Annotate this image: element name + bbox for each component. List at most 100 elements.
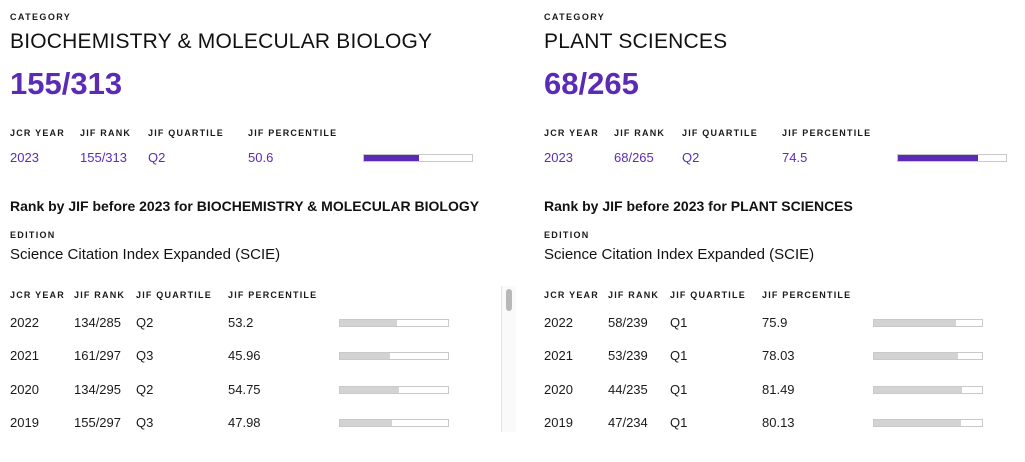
row-percentile-bar-fill (874, 420, 961, 426)
category-label: CATEGORY (10, 12, 72, 22)
current-percentile-bar (897, 154, 1007, 162)
edition-name: Science Citation Index Expanded (SCIE) (10, 246, 281, 263)
row-percentile-bar (873, 386, 983, 394)
header-jif-percentile: JIF PERCENTILE (248, 128, 338, 138)
row-percentile-bar-fill (340, 353, 390, 359)
category-panel-biochemistry: CATEGORY BIOCHEMISTRY & MOLECULAR BIOLOG… (10, 0, 500, 462)
current-quartile: Q2 (682, 150, 700, 165)
table-row: 2020 44/235 Q1 81.49 (544, 382, 1025, 402)
row-percentile-bar (339, 386, 449, 394)
header-jif-rank: JIF RANK (80, 128, 132, 138)
category-name: BIOCHEMISTRY & MOLECULAR BIOLOGY (10, 30, 433, 53)
edition-name: Science Citation Index Expanded (SCIE) (544, 246, 815, 263)
row-quartile: Q3 (136, 415, 154, 430)
history-header-jcr-year: JCR YEAR (544, 290, 599, 300)
header-jif-quartile: JIF QUARTILE (682, 128, 758, 138)
row-percentile-bar (873, 319, 983, 327)
row-rank: 134/285 (74, 315, 121, 330)
header-jif-rank: JIF RANK (614, 128, 666, 138)
row-percentile: 47.98 (228, 415, 261, 430)
header-jif-quartile: JIF QUARTILE (148, 128, 224, 138)
row-year: 2022 (544, 315, 573, 330)
category-rank: 68/265 (544, 66, 639, 101)
table-row: 2022 58/239 Q1 75.9 (544, 315, 1025, 335)
row-rank: 58/239 (608, 315, 648, 330)
row-year: 2019 (544, 415, 573, 430)
current-percentile: 50.6 (248, 150, 274, 165)
category-name: PLANT SCIENCES (544, 30, 728, 53)
current-rank: 155/313 (80, 150, 127, 165)
current-quartile: Q2 (148, 150, 166, 165)
header-jcr-year: JCR YEAR (10, 128, 65, 138)
table-row: 2019 47/234 Q1 80.13 (544, 415, 1025, 432)
history-header-jif-quartile: JIF QUARTILE (670, 290, 746, 300)
header-jcr-year: JCR YEAR (544, 128, 599, 138)
row-quartile: Q3 (136, 348, 154, 363)
table-row: 2021 161/297 Q3 45.96 (10, 348, 500, 368)
history-title: Rank by JIF before 2023 for BIOCHEMISTRY… (10, 198, 480, 214)
category-rank: 155/313 (10, 66, 123, 101)
current-year: 2023 (544, 150, 573, 165)
row-percentile-bar-fill (340, 387, 400, 393)
history-header-jcr-year: JCR YEAR (10, 290, 65, 300)
history-title: Rank by JIF before 2023 for PLANT SCIENC… (544, 198, 853, 214)
table-row: 2022 134/285 Q2 53.2 (10, 315, 500, 335)
row-percentile-bar (873, 352, 983, 360)
row-percentile: 81.49 (762, 382, 795, 397)
row-percentile-bar-fill (874, 387, 962, 393)
category-label: CATEGORY (544, 12, 606, 22)
table-row: 2019 155/297 Q3 47.98 (10, 415, 500, 432)
current-percentile-bar (363, 154, 473, 162)
row-quartile: Q1 (670, 315, 688, 330)
history-table[interactable]: JCR YEAR JIF RANK JIF QUARTILE JIF PERCE… (544, 286, 1025, 432)
current-percentile-bar-fill (364, 155, 419, 161)
row-quartile: Q2 (136, 382, 154, 397)
history-scrollbar[interactable] (501, 286, 516, 432)
header-jif-percentile: JIF PERCENTILE (782, 128, 872, 138)
row-percentile: 80.13 (762, 415, 795, 430)
row-percentile-bar-fill (874, 353, 959, 359)
row-rank: 134/295 (74, 382, 121, 397)
history-header-jif-percentile: JIF PERCENTILE (228, 290, 318, 300)
row-percentile-bar (339, 419, 449, 427)
row-quartile: Q1 (670, 348, 688, 363)
row-percentile: 75.9 (762, 315, 788, 330)
table-row: 2020 134/295 Q2 54.75 (10, 382, 500, 402)
current-percentile-bar-fill (898, 155, 979, 161)
row-percentile: 45.96 (228, 348, 261, 363)
history-header-jif-percentile: JIF PERCENTILE (762, 290, 852, 300)
row-percentile-bar-fill (340, 420, 392, 426)
row-year: 2021 (10, 348, 39, 363)
current-year: 2023 (10, 150, 39, 165)
current-percentile: 74.5 (782, 150, 808, 165)
edition-label: EDITION (10, 230, 56, 240)
row-percentile-bar (339, 319, 449, 327)
row-year: 2020 (544, 382, 573, 397)
table-row: 2021 53/239 Q1 78.03 (544, 348, 1025, 368)
history-header-jif-rank: JIF RANK (608, 290, 660, 300)
row-rank: 44/235 (608, 382, 648, 397)
row-rank: 161/297 (74, 348, 121, 363)
edition-label: EDITION (544, 230, 590, 240)
row-percentile-bar (339, 352, 449, 360)
row-rank: 47/234 (608, 415, 648, 430)
history-header-jif-quartile: JIF QUARTILE (136, 290, 212, 300)
history-table[interactable]: JCR YEAR JIF RANK JIF QUARTILE JIF PERCE… (10, 286, 500, 432)
row-year: 2019 (10, 415, 39, 430)
category-panel-plant-sciences: CATEGORY PLANT SCIENCES 68/265 JCR YEAR … (544, 0, 1025, 462)
row-percentile-bar (873, 419, 983, 427)
row-year: 2022 (10, 315, 39, 330)
row-percentile: 54.75 (228, 382, 261, 397)
row-percentile-bar-fill (874, 320, 956, 326)
row-percentile-bar-fill (340, 320, 398, 326)
row-quartile: Q1 (670, 382, 688, 397)
row-year: 2020 (10, 382, 39, 397)
row-year: 2021 (544, 348, 573, 363)
history-header-jif-rank: JIF RANK (74, 290, 126, 300)
current-rank: 68/265 (614, 150, 654, 165)
history-scrollbar-thumb[interactable] (506, 289, 512, 311)
row-quartile: Q1 (670, 415, 688, 430)
row-percentile: 78.03 (762, 348, 795, 363)
row-rank: 53/239 (608, 348, 648, 363)
row-rank: 155/297 (74, 415, 121, 430)
